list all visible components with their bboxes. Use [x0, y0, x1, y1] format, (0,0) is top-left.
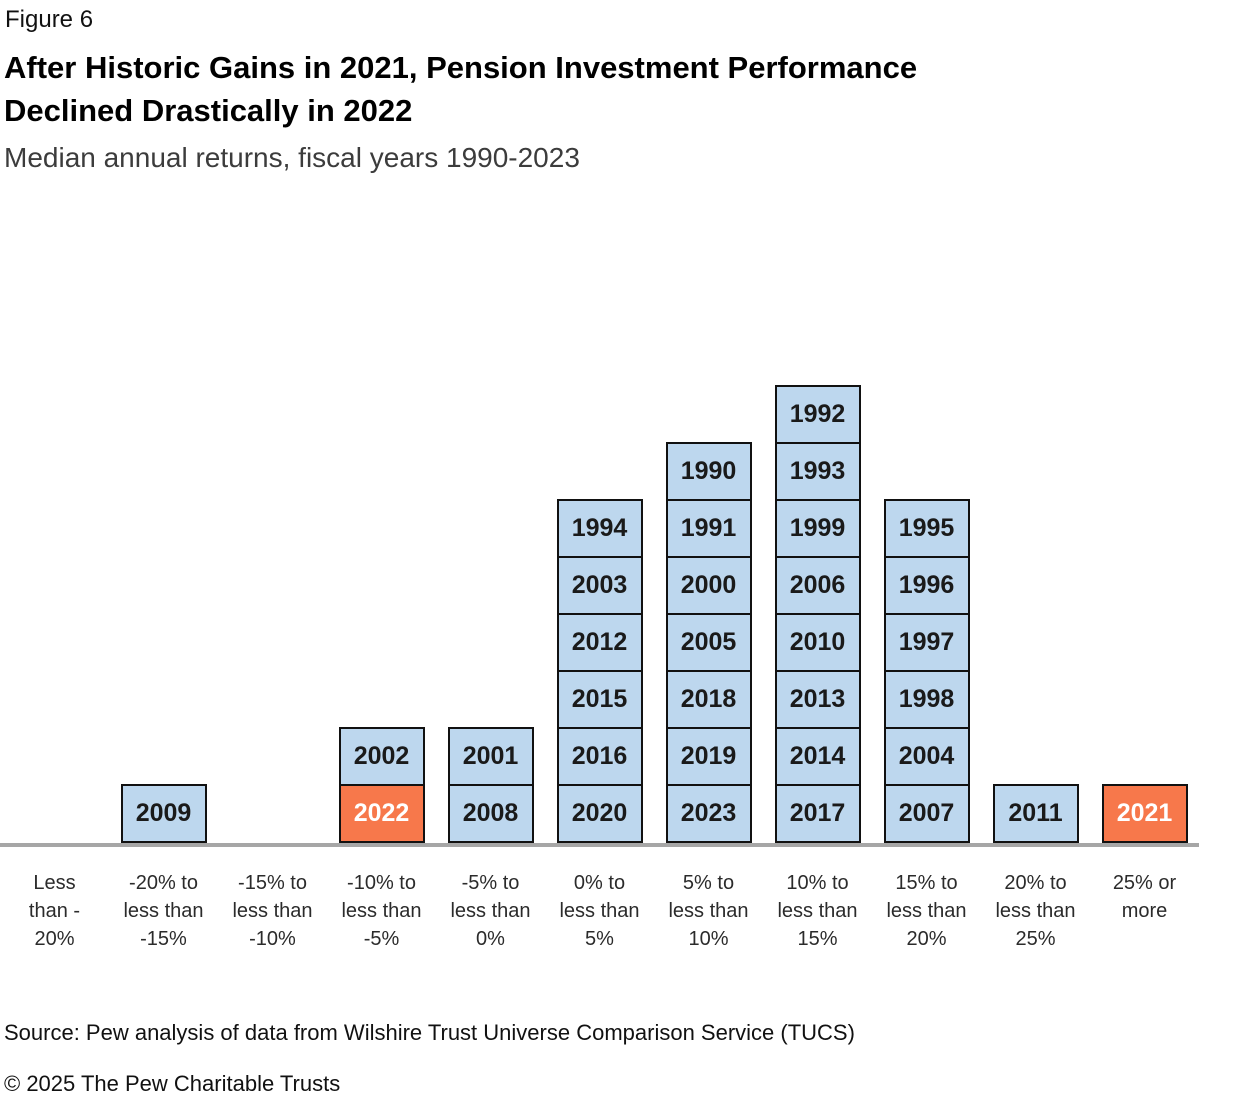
bin-label-0: Less than - 20% [28, 872, 81, 950]
year-box-1998: 1998 [883, 670, 970, 729]
chart-plot: 2009 2002 2022 2001 2008 1994 2003 2012 2015 2016… [0, 385, 1199, 847]
bin-column-3: 2002 2022 [327, 727, 436, 843]
year-box-1992: 1992 [774, 385, 861, 444]
year-box-1993: 1993 [774, 442, 861, 501]
bin-column-10: 2021 [1090, 784, 1199, 843]
bin-label-2: -15% to less than -10% [232, 872, 313, 950]
year-box-2013: 2013 [774, 670, 861, 729]
year-box-2002: 2002 [338, 727, 425, 786]
year-box-2008: 2008 [447, 784, 534, 843]
year-box-2003: 2003 [556, 556, 643, 615]
chart-title: After Historic Gains in 2021, Pension In… [4, 50, 918, 128]
bin-label-10: 25% or more [1112, 872, 1177, 922]
year-box-2023: 2023 [665, 784, 752, 843]
chart-subtitle: Median annual returns, fiscal years 1990… [4, 142, 580, 173]
source-note: Source: Pew analysis of data from Wilshi… [4, 1020, 855, 1045]
bin-column-6: 1990 1991 2000 2005 2018 2019 2023 [654, 442, 763, 843]
year-box-1994: 1994 [556, 499, 643, 558]
year-box-2017: 2017 [774, 784, 861, 843]
bin-label-4: -5% to less than 0% [450, 872, 531, 950]
bin-column-1: 2009 [109, 784, 218, 843]
year-box-2005: 2005 [665, 613, 752, 672]
year-box-1997: 1997 [883, 613, 970, 672]
bin-column-9: 2011 [981, 784, 1090, 843]
year-box-2007: 2007 [883, 784, 970, 843]
bin-label-1: -20% to less than -15% [123, 872, 204, 950]
bin-column-7: 1992 1993 1999 2006 2010 2013 2014 2017 [763, 385, 872, 843]
bin-column-5: 1994 2003 2012 2015 2016 2020 [545, 499, 654, 843]
year-box-2000: 2000 [665, 556, 752, 615]
year-box-2016: 2016 [556, 727, 643, 786]
bin-label-9: 20% to less than 25% [995, 872, 1076, 950]
year-box-2015: 2015 [556, 670, 643, 729]
year-box-2006: 2006 [774, 556, 861, 615]
year-box-2022: 2022 [338, 784, 425, 843]
year-box-2012: 2012 [556, 613, 643, 672]
year-box-2021: 2021 [1101, 784, 1188, 843]
bin-label-8: 15% to less than 20% [886, 872, 967, 950]
bin-label-7: 10% to less than 15% [777, 872, 858, 950]
year-box-2014: 2014 [774, 727, 861, 786]
year-box-2009: 2009 [120, 784, 207, 843]
year-box-2004: 2004 [883, 727, 970, 786]
year-box-1991: 1991 [665, 499, 752, 558]
bin-label-6: 5% to less than 10% [668, 872, 749, 950]
year-box-1995: 1995 [883, 499, 970, 558]
year-box-1990: 1990 [665, 442, 752, 501]
bin-label-3: -10% to less than -5% [341, 872, 422, 950]
year-box-1996: 1996 [883, 556, 970, 615]
year-box-2019: 2019 [665, 727, 752, 786]
year-box-2020: 2020 [556, 784, 643, 843]
copyright-note: © 2025 The Pew Charitable Trusts [4, 1071, 341, 1096]
year-box-2001: 2001 [447, 727, 534, 786]
year-box-2010: 2010 [774, 613, 861, 672]
figure-label: Figure 6 [5, 6, 94, 33]
x-axis-labels: Less than - 20% -20% to less than -15% -15… [0, 869, 1199, 953]
year-box-2018: 2018 [665, 670, 752, 729]
year-box-2011: 2011 [992, 784, 1079, 843]
bin-column-8: 1995 1996 1997 1998 2004 2007 [872, 499, 981, 843]
bin-label-5: 0% to less than 5% [559, 872, 640, 950]
bin-column-4: 2001 2008 [436, 727, 545, 843]
year-box-1999: 1999 [774, 499, 861, 558]
